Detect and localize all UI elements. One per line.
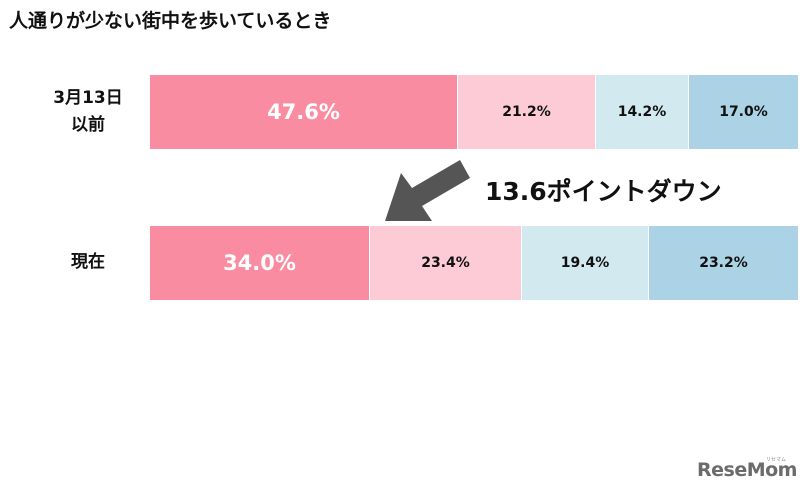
- resemom-logo: ReseMom: [697, 459, 797, 481]
- bar-now: 34.0% 23.4% 19.4% 23.2%: [150, 226, 798, 300]
- bar-before-seg-3: 14.2%: [596, 75, 689, 149]
- bar-before-seg-2: 21.2%: [458, 75, 596, 149]
- row-label-now: 現在: [48, 249, 128, 276]
- bar-now-seg-2: 23.4%: [370, 226, 522, 300]
- row-label-now-line1: 現在: [71, 252, 105, 272]
- bar-before-seg-1: 47.6%: [150, 75, 458, 149]
- row-label-before: 3月13日 以前: [48, 85, 128, 139]
- bar-now-seg-4: 23.2%: [649, 226, 798, 300]
- bar-before-seg-4: 17.0%: [689, 75, 798, 149]
- logo-kana: リセマム: [766, 457, 787, 463]
- bar-before: 47.6% 21.2% 14.2% 17.0%: [150, 75, 798, 149]
- bar-now-seg-1: 34.0%: [150, 226, 370, 300]
- row-label-before-line1: 3月13日: [53, 88, 123, 108]
- bar-now-seg-3: 19.4%: [522, 226, 649, 300]
- chart-title: 人通りが少ない街中を歩いているとき: [9, 10, 332, 32]
- annotation-point-down: 13.6ポイントダウン: [485, 177, 722, 206]
- row-label-before-line2: 以前: [71, 115, 105, 135]
- down-arrow-icon: [385, 160, 470, 221]
